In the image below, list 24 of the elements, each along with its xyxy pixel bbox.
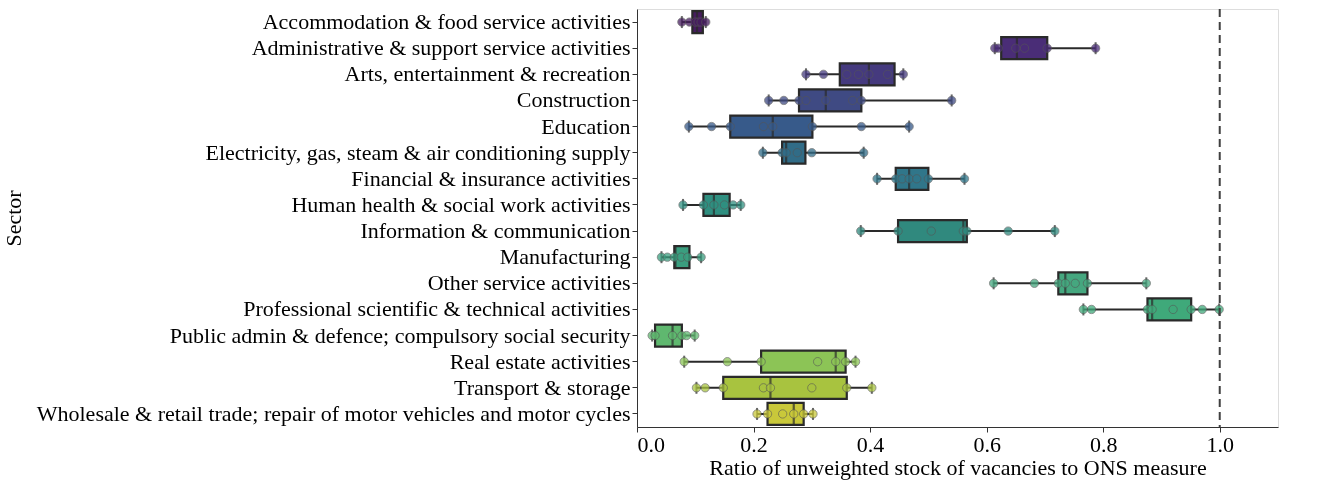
y-tick-label: Real estate activities [449,348,631,374]
y-tick-label: Accommodation & food service activities [262,9,631,35]
x-tick-label: 1.0 [1206,431,1234,457]
y-tick-label: Financial & insurance activities [351,165,631,191]
x-tick-label: 0.0 [637,431,665,457]
y-axis-title: Sector [0,189,26,247]
y-tick-label: Education [541,113,631,139]
y-tick-label: Administrative & support service activities [251,35,631,61]
y-tick-label: Construction [516,87,631,113]
y-tick-label: Professional scientific & technical activities [243,296,631,322]
x-tick-label: 0.8 [1089,431,1118,457]
y-tick-label: Other service activities [427,270,631,296]
y-tick-label: Arts, entertainment & recreation [344,61,631,87]
y-tick-label: Information & communication [360,218,631,244]
y-tick-label: Manufacturing [499,244,631,270]
x-tick-label: 0.4 [856,431,885,457]
y-tick-label: Electricity, gas, steam & air conditioning supply [205,139,631,165]
y-tick-label: Human health & social work activities [291,191,631,217]
x-tick-label: 0.2 [740,431,768,457]
y-tick-label: Wholesale & retail trade; repair of motor vehicles and motor cycles [36,400,631,426]
x-tick-label: 0.6 [973,431,1001,457]
x-axis-title: Ratio of unweighted stock of vacancies to ONS measure [709,454,1207,480]
y-tick-label: Transport & storage [454,374,631,400]
y-tick-label: Public admin & defence; compulsory social security [169,322,631,348]
